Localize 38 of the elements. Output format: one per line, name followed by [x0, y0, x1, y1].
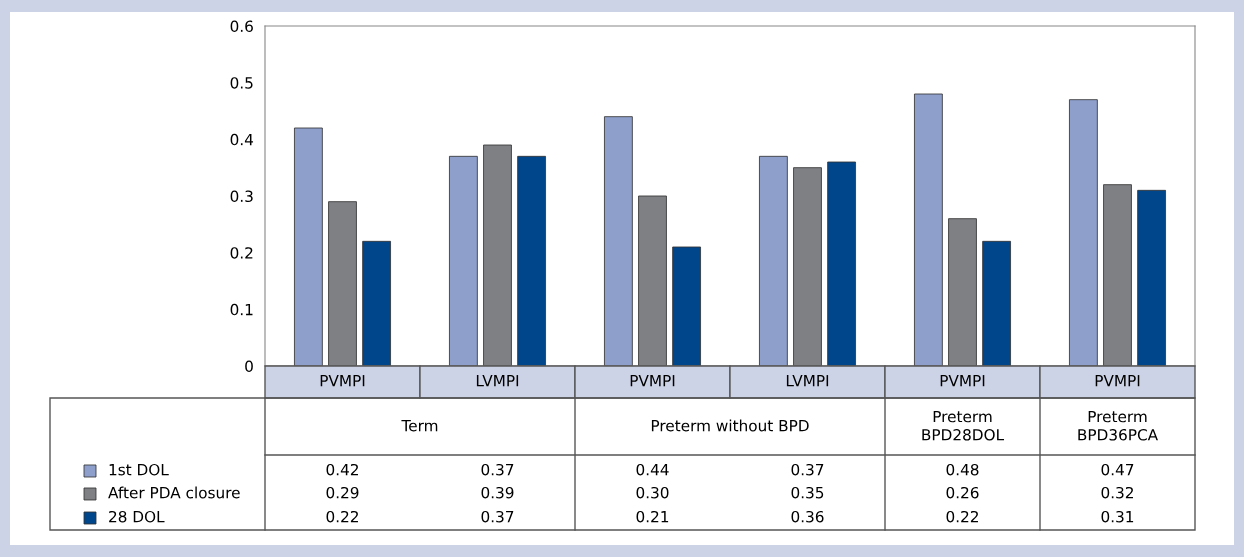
x-tick-label: PVMPI: [1095, 375, 1140, 387]
data-label: 0.37: [481, 463, 514, 476]
data-label: 0.31: [1101, 510, 1134, 523]
data-label: 0.29: [326, 486, 359, 499]
data-label: 0.37: [481, 510, 514, 523]
data-label: 0.32: [1101, 486, 1133, 499]
y-tick-label: 0: [245, 360, 253, 373]
y-tick-label: 0.6: [230, 20, 253, 33]
data-label: 0.22: [326, 510, 358, 523]
text: Preterm BPD36PCA: [1078, 410, 1158, 441]
y-tick-label: 0.3: [230, 190, 253, 203]
data-label: 0.47: [1101, 463, 1134, 476]
legend-label: 28 DOL: [109, 510, 165, 523]
legend-label: After PDA closure: [108, 486, 240, 499]
x-tick-label: LVMPI: [786, 375, 829, 387]
text: Preterm without BPD: [651, 419, 809, 432]
data-label: 0.48: [946, 463, 979, 476]
text: Term: [401, 420, 438, 432]
data-label: 0.37: [791, 463, 824, 476]
x-tick-label: PVMPI: [630, 375, 675, 387]
data-label: 0.44: [636, 463, 669, 476]
y-tick-label: 0.5: [230, 77, 253, 89]
y-tick-label: 0.1: [230, 303, 253, 316]
x-tick-label: LVMPI: [476, 375, 519, 387]
y-tick-label: 0.4: [230, 133, 254, 146]
text: Preterm BPD28DOL: [922, 410, 1005, 441]
data-label: 0.42: [326, 463, 358, 476]
data-label: 0.26: [946, 486, 979, 499]
x-tick-label: PVMPI: [320, 375, 365, 387]
data-label: 0.22: [946, 510, 978, 523]
data-label: 0.36: [791, 510, 824, 523]
y-tick-label: 0.2: [230, 247, 253, 259]
x-tick-label: PVMPI: [940, 375, 985, 387]
data-label: 0.39: [481, 486, 514, 499]
data-label: 0.21: [636, 510, 669, 523]
legend-label: 1st DOL: [109, 463, 169, 476]
data-label: 0.30: [636, 486, 669, 499]
data-label: 0.35: [791, 486, 824, 499]
